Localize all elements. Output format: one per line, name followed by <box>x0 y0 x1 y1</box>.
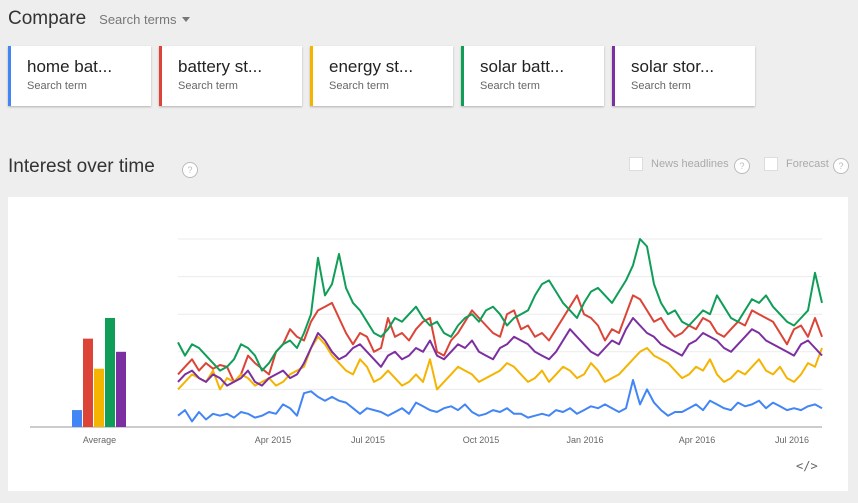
chart-svg: Average Apr 2015 Jul 2015 Oct 2015 Jan 2016 A… <box>30 238 823 445</box>
search-term-type: Search term <box>480 80 540 92</box>
term-color-bar <box>8 46 11 106</box>
series-line <box>177 238 823 372</box>
search-term-card[interactable]: home bat... Search term <box>8 46 151 106</box>
x-tick-label: Oct 2015 <box>463 435 500 445</box>
average-bar <box>72 410 82 427</box>
forecast-option: Forecast <box>764 157 829 171</box>
compare-title: Compare <box>8 8 87 29</box>
search-term-type: Search term <box>631 80 691 92</box>
search-term-type: Search term <box>329 80 389 92</box>
average-label: Average <box>83 435 116 445</box>
search-term-type: Search term <box>27 80 87 92</box>
help-icon[interactable]: ? <box>182 162 198 178</box>
forecast-help-icon[interactable]: ? <box>833 158 849 174</box>
forecast-checkbox[interactable] <box>764 157 778 171</box>
term-color-bar <box>461 46 464 106</box>
x-tick-label: Jul 2015 <box>351 435 385 445</box>
x-tick-label: Apr 2015 <box>255 435 292 445</box>
term-color-bar <box>310 46 313 106</box>
embed-code-icon[interactable]: </> <box>796 459 818 473</box>
search-term-type: Search term <box>178 80 238 92</box>
search-term-label: battery st... <box>178 57 263 76</box>
search-term-label: energy st... <box>329 57 414 76</box>
search-term-label: solar stor... <box>631 57 715 76</box>
x-tick-label: Jul 2016 <box>775 435 809 445</box>
series-line <box>177 335 823 391</box>
average-bar <box>94 368 104 427</box>
news-headlines-option: News headlines <box>629 157 729 171</box>
search-term-card[interactable]: solar batt... Search term <box>461 46 604 106</box>
search-term-card[interactable]: energy st... Search term <box>310 46 453 106</box>
news-headlines-help-icon[interactable]: ? <box>734 158 750 174</box>
news-headlines-label: News headlines <box>651 158 729 170</box>
search-term-label: home bat... <box>27 57 113 76</box>
chevron-down-icon <box>182 16 191 22</box>
interest-over-time-title: Interest over time <box>8 156 155 177</box>
forecast-label: Forecast <box>786 158 829 170</box>
average-bar <box>105 317 115 427</box>
search-terms-label: Search terms <box>99 11 177 27</box>
series-line <box>177 294 823 383</box>
compare-header: Compare Search terms <box>8 6 191 32</box>
search-terms-dropdown[interactable]: Search terms <box>99 11 191 27</box>
average-bar <box>116 351 126 427</box>
search-term-cards: home bat... Search term battery st... Se… <box>8 46 763 106</box>
news-headlines-checkbox[interactable] <box>629 157 643 171</box>
series-line <box>177 317 823 387</box>
term-color-bar <box>612 46 615 106</box>
interest-over-time-chart: Average Apr 2015 Jul 2015 Oct 2015 Jan 2016 A… <box>8 197 848 491</box>
x-tick-label: Jan 2016 <box>566 435 603 445</box>
average-bar <box>83 338 93 427</box>
search-term-label: solar batt... <box>480 57 565 76</box>
x-tick-label: Apr 2016 <box>679 435 716 445</box>
series-line <box>177 379 823 423</box>
term-color-bar <box>159 46 162 106</box>
search-term-card[interactable]: battery st... Search term <box>159 46 302 106</box>
search-term-card[interactable]: solar stor... Search term <box>612 46 755 106</box>
